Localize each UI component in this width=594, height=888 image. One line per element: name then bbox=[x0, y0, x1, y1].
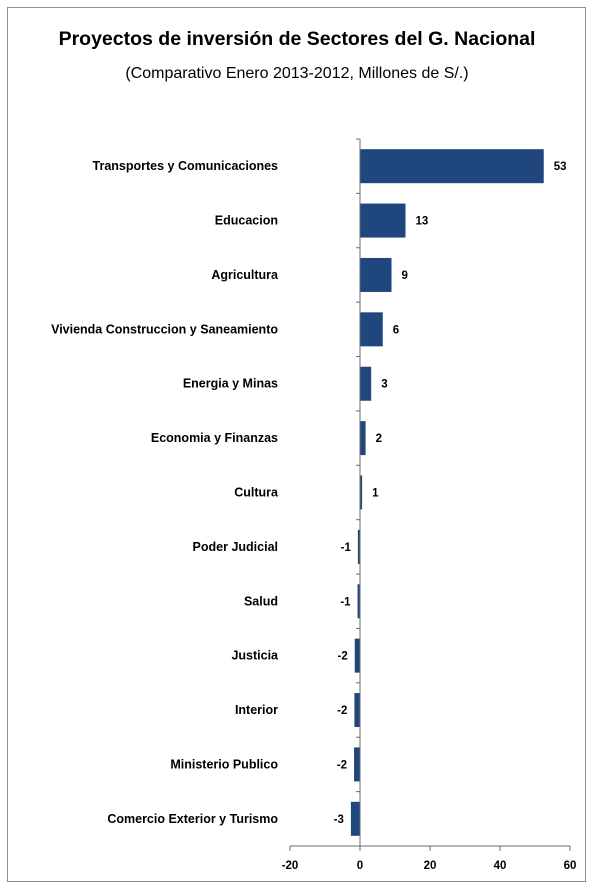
bar-6 bbox=[360, 475, 363, 510]
bar-3 bbox=[360, 312, 383, 347]
data-label-7: -1 bbox=[341, 542, 352, 554]
x-tick-label-2: 20 bbox=[424, 860, 437, 872]
data-label-3: 6 bbox=[393, 324, 399, 336]
data-label-9: -2 bbox=[338, 651, 348, 663]
x-tick-label-0: -20 bbox=[282, 860, 299, 872]
data-label-11: -2 bbox=[337, 759, 347, 771]
data-label-6: 1 bbox=[372, 488, 379, 500]
bar-9 bbox=[354, 638, 360, 673]
data-label-8: -1 bbox=[340, 596, 351, 608]
data-label-5: 2 bbox=[376, 433, 382, 445]
bar-10 bbox=[354, 693, 360, 728]
data-label-10: -2 bbox=[337, 705, 347, 717]
data-label-4: 3 bbox=[381, 379, 387, 391]
x-tick-label-4: 60 bbox=[564, 860, 577, 872]
category-label-2: Agricultura bbox=[211, 268, 279, 282]
data-label-0: 53 bbox=[554, 161, 567, 173]
category-label-11: Ministerio Publico bbox=[170, 757, 278, 771]
category-label-8: Salud bbox=[244, 594, 278, 608]
category-label-7: Poder Judicial bbox=[193, 540, 278, 554]
category-label-5: Economia y Finanzas bbox=[151, 431, 278, 445]
category-label-9: Justicia bbox=[231, 649, 279, 663]
bar-12 bbox=[350, 801, 360, 836]
category-label-3: Vivienda Construccion y Saneamiento bbox=[51, 322, 278, 336]
chart-title: Proyectos de inversión de Sectores del G… bbox=[58, 28, 536, 50]
bar-8 bbox=[357, 584, 360, 619]
data-label-12: -3 bbox=[334, 814, 344, 826]
category-label-10: Interior bbox=[235, 703, 278, 717]
bar-1 bbox=[360, 203, 406, 238]
category-label-6: Cultura bbox=[234, 486, 279, 500]
category-label-0: Transportes y Comunicaciones bbox=[93, 159, 279, 173]
bar-2 bbox=[360, 257, 392, 292]
category-label-12: Comercio Exterior y Turismo bbox=[107, 812, 278, 826]
bar-4 bbox=[360, 366, 372, 401]
data-label-1: 13 bbox=[416, 216, 429, 228]
x-tick-label-1: 0 bbox=[357, 860, 363, 872]
bar-7 bbox=[357, 529, 360, 564]
data-label-2: 9 bbox=[402, 270, 408, 282]
bar-0 bbox=[360, 149, 544, 184]
chart-subtitle: (Comparativo Enero 2013-2012, Millones d… bbox=[125, 65, 469, 82]
category-label-1: Educacion bbox=[215, 214, 278, 228]
x-tick-label-3: 40 bbox=[494, 860, 507, 872]
bar-5 bbox=[360, 421, 366, 456]
bar-11 bbox=[354, 747, 360, 782]
category-label-4: Energia y Minas bbox=[183, 377, 278, 391]
